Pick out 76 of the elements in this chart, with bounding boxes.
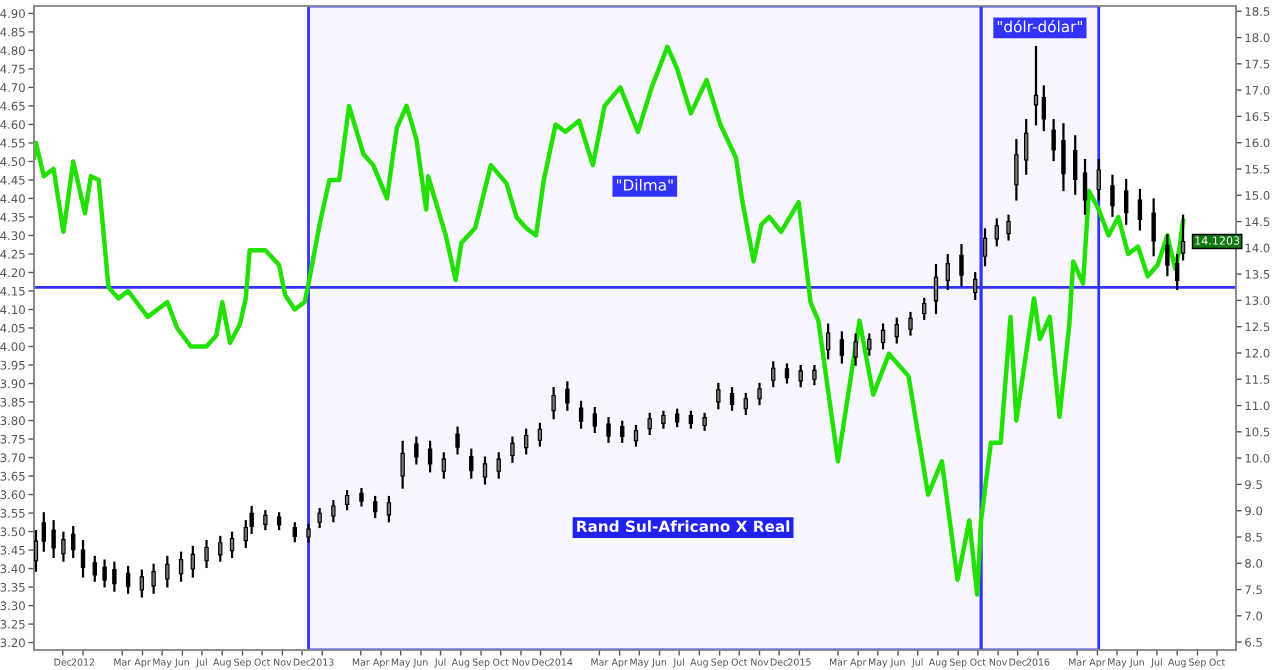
candlestick bbox=[994, 218, 999, 247]
candlestick bbox=[1024, 118, 1029, 175]
candlestick bbox=[92, 555, 97, 582]
candlestick bbox=[1137, 188, 1143, 231]
candlestick bbox=[427, 440, 433, 473]
candlestick bbox=[496, 452, 501, 479]
candlestick bbox=[125, 565, 131, 594]
candlestick bbox=[1051, 118, 1056, 162]
candlestick bbox=[112, 561, 117, 592]
candlestick bbox=[633, 424, 639, 447]
candlestick bbox=[565, 381, 570, 411]
candlestick bbox=[959, 244, 964, 287]
candlestick bbox=[1082, 158, 1088, 215]
candlestick bbox=[400, 440, 405, 489]
candlestick bbox=[743, 392, 748, 416]
candlestick bbox=[647, 412, 652, 436]
candlestick bbox=[606, 417, 611, 443]
candlestick bbox=[372, 495, 378, 519]
candlestick bbox=[908, 311, 913, 336]
candlestick bbox=[1061, 123, 1066, 192]
candlestick bbox=[523, 428, 529, 455]
candlestick bbox=[204, 540, 209, 569]
candlestick bbox=[982, 228, 988, 267]
candlestick bbox=[592, 407, 597, 433]
candlestick bbox=[1073, 135, 1078, 195]
candlestick bbox=[757, 382, 762, 406]
candlestick bbox=[1006, 214, 1011, 241]
candlestick bbox=[1014, 138, 1019, 201]
candlestick bbox=[867, 333, 872, 356]
candlestick bbox=[945, 254, 950, 290]
candlestick bbox=[80, 540, 86, 578]
candlestick bbox=[771, 361, 776, 388]
candlestick bbox=[178, 551, 184, 582]
candlestick bbox=[894, 317, 899, 344]
candlestick bbox=[716, 382, 721, 410]
candlestick bbox=[1180, 214, 1186, 261]
candlestick bbox=[469, 448, 474, 479]
candlestick bbox=[1110, 174, 1115, 217]
candlestick bbox=[839, 331, 845, 364]
candlestick bbox=[922, 297, 927, 320]
candlestick bbox=[1165, 234, 1170, 277]
candlestick bbox=[973, 271, 978, 300]
candlestick bbox=[1151, 198, 1156, 257]
line-series bbox=[34, 44, 1186, 597]
candlestick bbox=[853, 333, 858, 366]
candlestick bbox=[798, 365, 803, 388]
candlestick bbox=[190, 545, 196, 578]
candlestick bbox=[139, 569, 145, 598]
candlestick bbox=[825, 323, 831, 360]
candlestick bbox=[455, 426, 460, 455]
candlestick bbox=[1174, 254, 1180, 290]
candlestick bbox=[441, 452, 447, 479]
candlestick bbox=[61, 531, 66, 562]
candlestick bbox=[414, 436, 419, 465]
candlestick bbox=[620, 420, 625, 443]
candlestick bbox=[331, 500, 336, 523]
candlestick bbox=[102, 559, 107, 588]
candlestick bbox=[578, 400, 584, 429]
candlestick bbox=[41, 512, 46, 552]
candlestick bbox=[165, 555, 170, 588]
candlestick bbox=[386, 495, 392, 523]
candlestick bbox=[1041, 85, 1047, 132]
candlestick bbox=[71, 525, 76, 559]
candlestick bbox=[51, 520, 56, 559]
candlestick bbox=[218, 535, 223, 562]
candlestick bbox=[151, 563, 156, 594]
candlestick bbox=[551, 387, 556, 420]
candlestick bbox=[880, 323, 886, 350]
candlestick bbox=[482, 456, 488, 485]
candlestick bbox=[1124, 178, 1129, 225]
candlestick bbox=[1096, 158, 1101, 201]
candlestick bbox=[229, 531, 235, 559]
candlestick bbox=[537, 422, 543, 447]
candlestick bbox=[933, 264, 939, 315]
candlestick bbox=[510, 436, 515, 463]
candlestick bbox=[729, 387, 735, 411]
